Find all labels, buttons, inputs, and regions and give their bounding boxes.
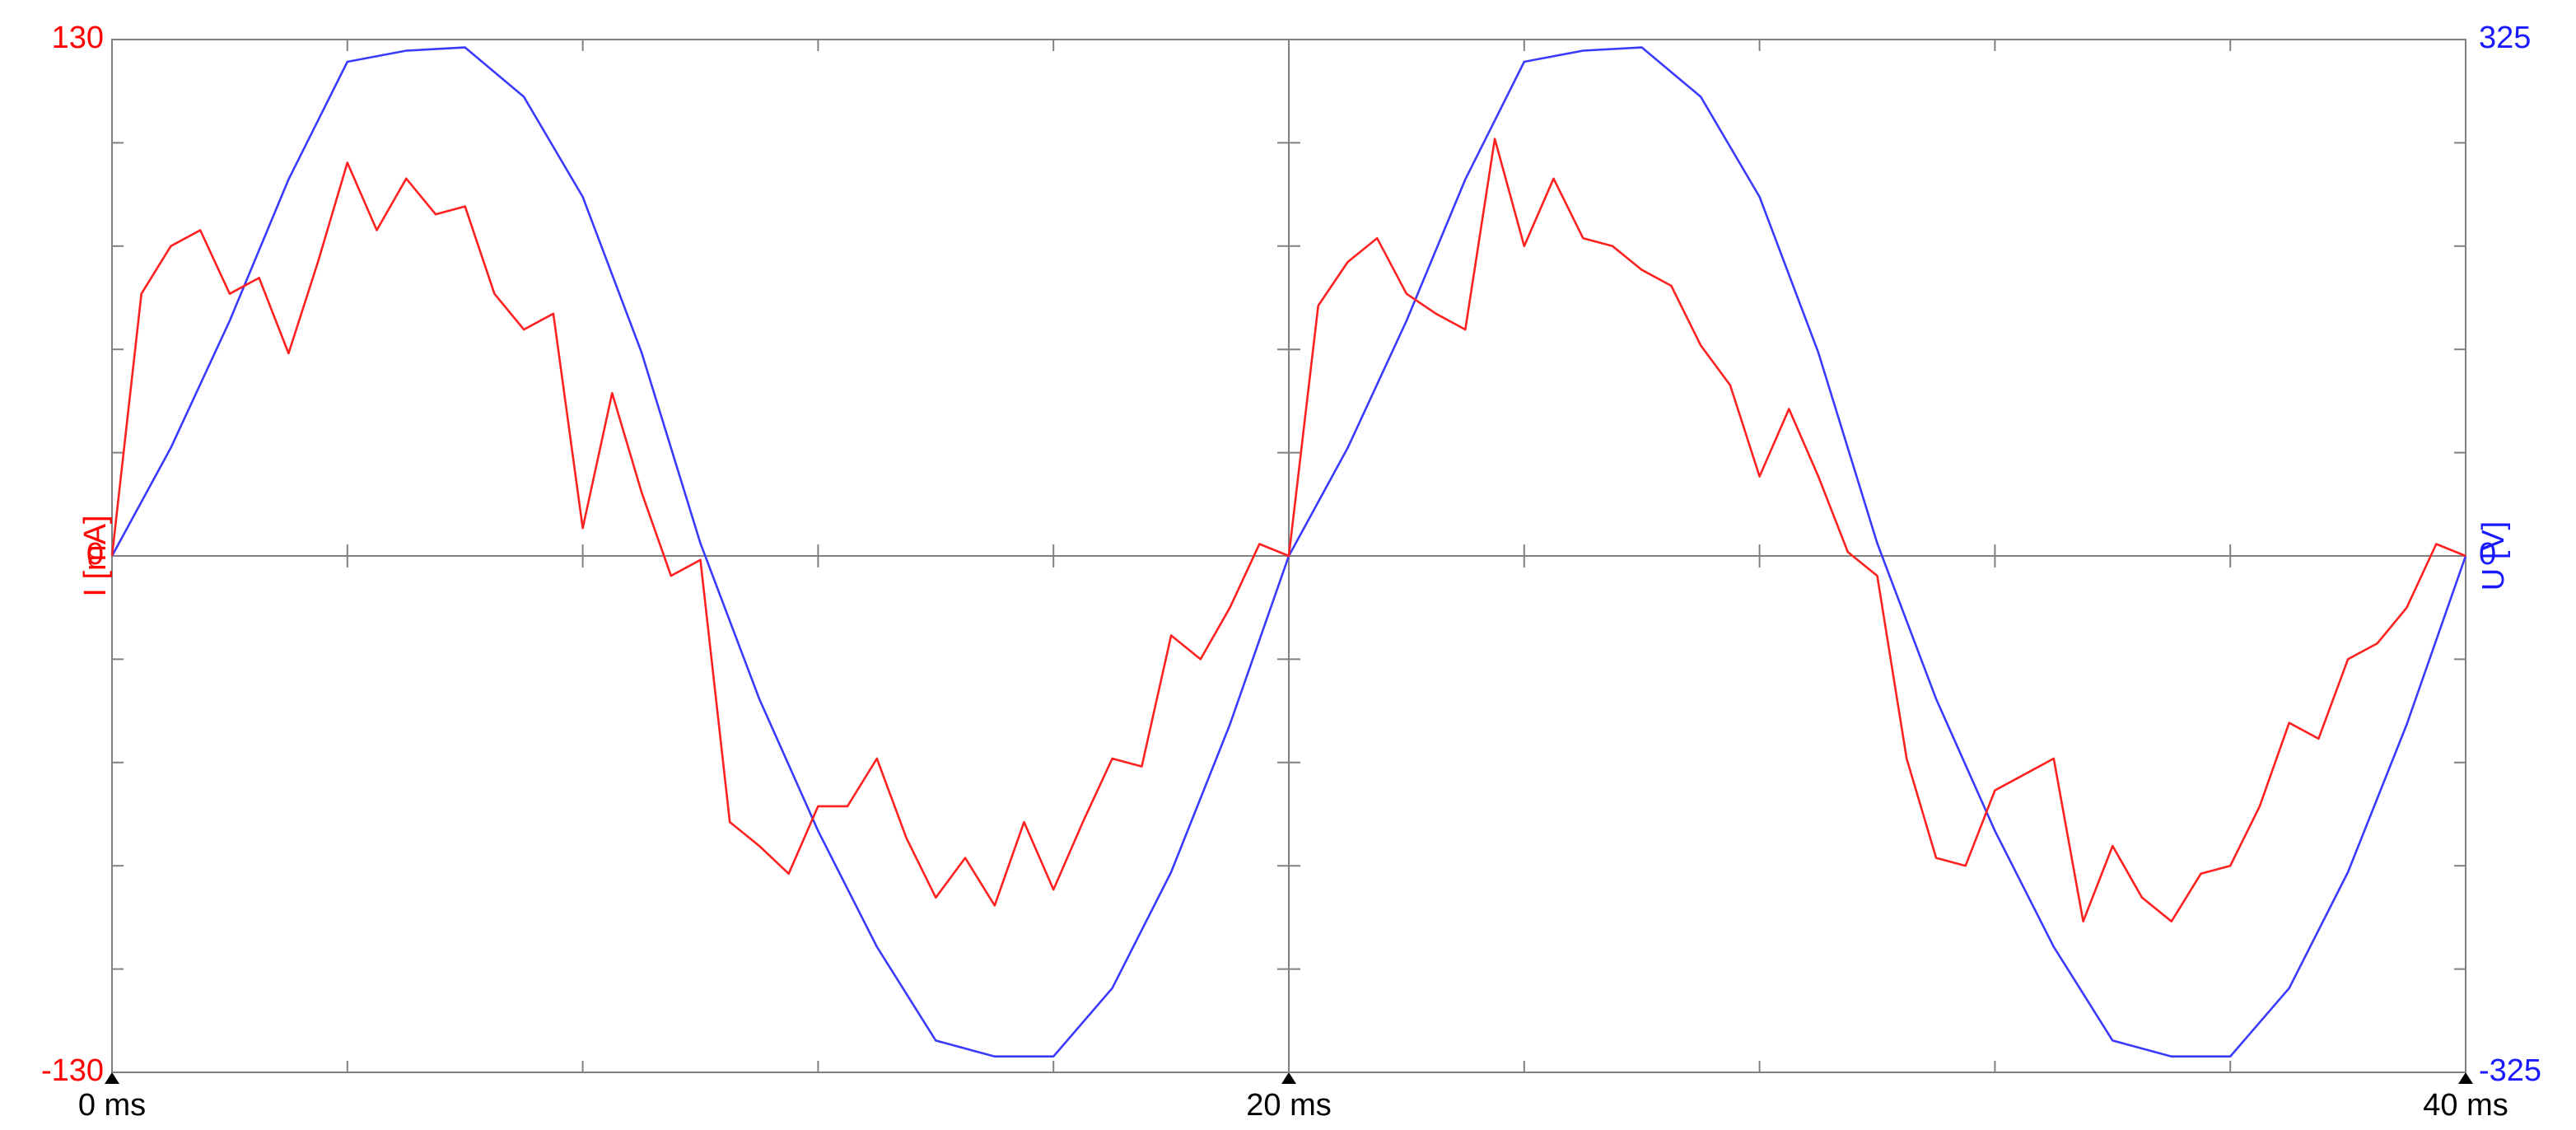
x-tick-marker: [105, 1072, 119, 1084]
y2-axis-title: U [V]: [2476, 521, 2511, 591]
series-line: [110, 138, 2466, 922]
x-tick-marker: [2458, 1072, 2473, 1084]
y2-tick-label: -325: [2479, 1053, 2541, 1088]
y-axis-title: I [mA]: [78, 515, 113, 596]
y-tick-label: -130: [41, 1053, 104, 1088]
y2-tick-label: 325: [2479, 21, 2531, 55]
x-tick-label: 20 ms: [1246, 1088, 1331, 1123]
x-tick-marker: [1281, 1072, 1296, 1084]
x-tick-label: 40 ms: [2423, 1088, 2508, 1123]
y-tick-label: 130: [52, 21, 104, 55]
y-tick-label: 0: [86, 537, 104, 572]
y2-tick-label: 0: [2479, 537, 2496, 572]
x-tick-label: 0 ms: [78, 1088, 146, 1123]
